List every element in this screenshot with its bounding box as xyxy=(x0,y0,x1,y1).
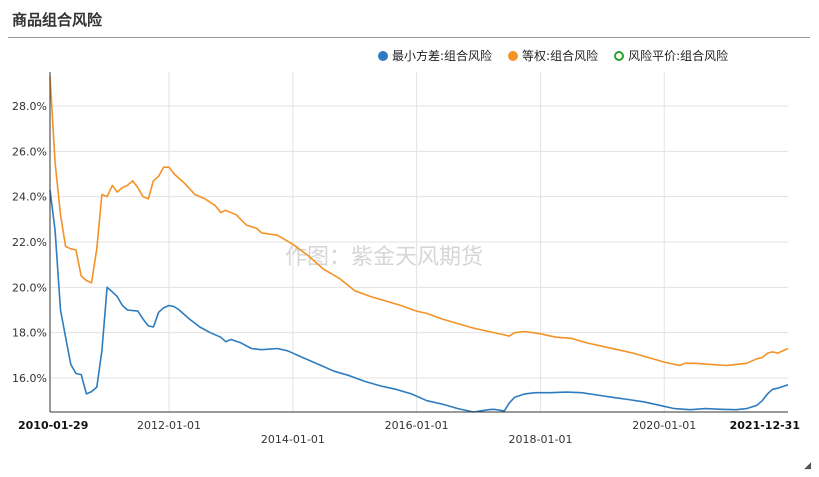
x-tick-label: 2016-01-01 xyxy=(385,419,449,432)
legend-item-risk-parity[interactable]: 风险平价:组合风险 xyxy=(614,47,728,64)
x-tick-label: 2020-01-01 xyxy=(632,419,696,432)
legend-marker-risk-parity xyxy=(614,50,625,61)
resize-handle-icon[interactable]: ◢ xyxy=(804,461,811,471)
y-tick-label: 16.0% xyxy=(12,372,47,385)
x-tick-label: 2014-01-01 xyxy=(261,433,325,446)
chart-title: 商品组合风险 xyxy=(12,11,103,29)
y-tick-label: 22.0% xyxy=(12,236,47,249)
title-divider xyxy=(8,37,810,38)
x-tick-label: 2010-01-29 xyxy=(18,419,88,432)
series-line-0 xyxy=(49,189,789,413)
grid-lines xyxy=(50,72,788,412)
legend-label-equal-weight: 等权:组合风险 xyxy=(522,49,599,63)
legend-label-risk-parity: 风险平价:组合风险 xyxy=(628,49,729,63)
legend-marker-equal-weight xyxy=(508,50,519,61)
y-tick-label: 20.0% xyxy=(12,281,47,294)
x-tick-label: 2018-01-01 xyxy=(509,433,573,446)
y-tick-label: 26.0% xyxy=(12,145,47,158)
y-tick-label: 24.0% xyxy=(12,191,47,204)
series-line-1 xyxy=(49,76,789,367)
chart-legend: 最小方差:组合风险 等权:组合风险 风险平价:组合风险 xyxy=(378,47,728,64)
legend-item-min-variance[interactable]: 最小方差:组合风险 xyxy=(378,47,492,64)
watermark: 作图：紫金天风期货 xyxy=(285,245,483,270)
legend-marker-min-variance xyxy=(378,50,388,61)
y-tick-label: 18.0% xyxy=(12,327,47,340)
axes-layer: 16.0% 18.0% 20.0% 22.0% 24.0% 26.0% 28.0% 2010-… xyxy=(12,72,800,446)
series-layer xyxy=(49,76,789,413)
x-tick-label: 2012-01-01 xyxy=(137,419,201,432)
legend-label-min-variance: 最小方差:组合风险 xyxy=(392,49,493,63)
y-tick-label: 28.0% xyxy=(12,100,47,113)
legend-item-equal-weight[interactable]: 等权:组合风险 xyxy=(508,47,598,64)
x-tick-label: 2021-12-31 xyxy=(730,419,800,432)
